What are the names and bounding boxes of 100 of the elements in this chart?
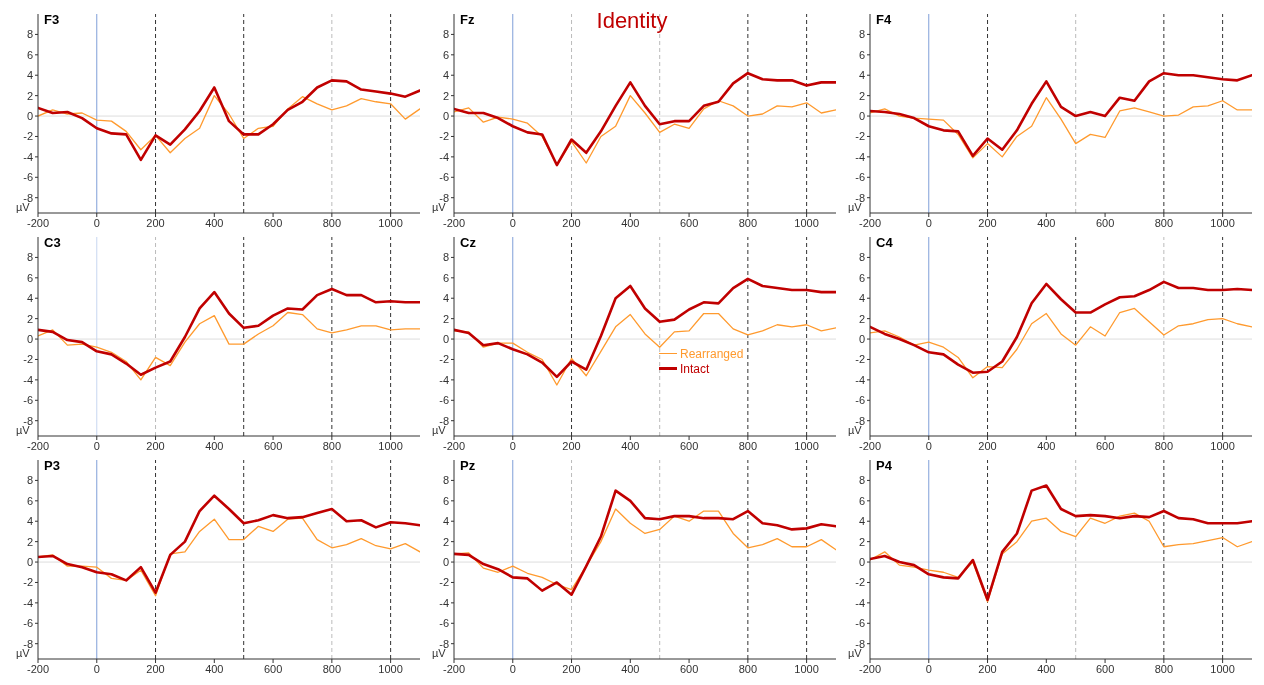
y-tick-label: 4 [26,515,33,528]
y-tick-label: 2 [26,312,33,325]
x-tick-label: 600 [263,439,283,452]
x-tick-label: 0 [93,662,100,675]
y-tick-label: -2 [855,130,865,143]
y-tick-label: 8 [26,474,33,487]
legend-label: Intact [680,361,710,376]
y-tick-label: -6 [23,171,33,184]
y-tick-label: 8 [442,251,449,264]
x-tick-label: 0 [509,662,516,675]
y-tick-label: -2 [439,353,449,366]
chart-title: C3 [44,235,61,250]
x-tick-label: 800 [1154,216,1174,229]
x-tick-label: 0 [509,439,516,452]
x-tick-label: 1000 [378,216,403,229]
x-tick-label: -200 [26,439,50,452]
x-tick-label: 600 [263,662,283,675]
y-tick-label: 0 [858,109,865,122]
x-tick-label: 800 [322,439,342,452]
x-tick-label: 800 [1154,439,1174,452]
y-axis-title: µV [848,424,862,436]
y-tick-label: 6 [26,48,33,61]
y-tick-label: -2 [23,353,33,366]
x-tick-label: 200 [562,439,581,452]
y-tick-label: 6 [26,271,33,284]
x-tick-label: 0 [93,439,100,452]
x-tick-label: 400 [205,439,224,452]
y-tick-label: 0 [26,109,33,122]
x-tick-label: 400 [205,662,224,675]
x-tick-label: 200 [146,662,165,675]
x-tick-label: 800 [738,662,758,675]
x-tick-label: 800 [738,216,758,229]
x-tick-label: 600 [1095,439,1115,452]
y-tick-label: 6 [442,48,449,61]
x-tick-label: -200 [858,216,882,229]
y-tick-label: 0 [858,555,865,568]
y-tick-label: 2 [858,312,865,325]
y-axis-title: µV [848,647,862,659]
y-tick-label: 0 [442,109,449,122]
x-tick-label: 200 [978,439,997,452]
y-tick-label: -2 [23,130,33,143]
y-tick-label: -6 [439,171,449,184]
y-tick-label: 2 [858,535,865,548]
y-tick-label: -2 [855,353,865,366]
y-tick-label: -6 [23,394,33,407]
y-tick-label: -4 [855,150,865,163]
x-tick-label: 1000 [378,662,403,675]
y-tick-label: 4 [26,69,33,82]
x-tick-label: 1000 [794,662,819,675]
y-tick-label: -8 [23,191,33,204]
y-tick-label: -6 [23,617,33,630]
x-tick-label: 600 [679,216,699,229]
y-tick-label: 6 [858,271,865,284]
y-tick-label: -4 [439,150,449,163]
x-tick-label: 800 [738,439,758,452]
chart-title: Cz [460,235,476,250]
y-tick-label: 8 [858,28,865,41]
y-tick-label: -2 [439,130,449,143]
y-tick-label: 2 [26,535,33,548]
y-tick-label: -8 [23,414,33,427]
y-tick-label: 0 [442,332,449,345]
x-tick-label: 1000 [794,439,819,452]
y-axis-title: µV [16,424,30,436]
y-tick-label: -6 [439,617,449,630]
y-tick-label: -2 [855,576,865,589]
chart-title: F3 [44,12,60,27]
chart-title: P4 [876,458,892,473]
x-tick-label: 400 [621,662,640,675]
y-tick-label: -4 [439,373,449,386]
y-tick-label: -6 [439,394,449,407]
y-tick-label: -4 [855,373,865,386]
y-tick-label: 4 [858,69,865,82]
y-tick-label: -8 [23,637,33,650]
y-tick-label: 0 [858,332,865,345]
x-tick-label: 400 [205,216,224,229]
x-tick-label: 0 [925,439,932,452]
x-tick-label: -200 [442,662,466,675]
y-tick-label: 4 [442,292,449,305]
y-tick-label: 8 [858,474,865,487]
annotation: Identity [596,8,668,33]
x-tick-label: 200 [146,216,165,229]
y-tick-label: -8 [439,191,449,204]
y-tick-label: 6 [858,494,865,507]
y-tick-label: 4 [442,69,449,82]
x-tick-label: 200 [146,439,165,452]
y-tick-label: -6 [855,394,865,407]
x-tick-label: 200 [562,216,581,229]
x-tick-label: 1000 [1210,216,1235,229]
y-tick-label: -8 [439,637,449,650]
x-tick-label: 1000 [378,439,403,452]
x-tick-label: 400 [621,216,640,229]
y-tick-label: -4 [855,596,865,609]
x-tick-label: 600 [263,216,283,229]
y-tick-label: -2 [23,576,33,589]
x-tick-label: -200 [858,662,882,675]
y-tick-label: 0 [26,332,33,345]
x-tick-label: 600 [679,439,699,452]
y-tick-label: -4 [439,596,449,609]
y-tick-label: 4 [26,292,33,305]
y-tick-label: 8 [26,28,33,41]
